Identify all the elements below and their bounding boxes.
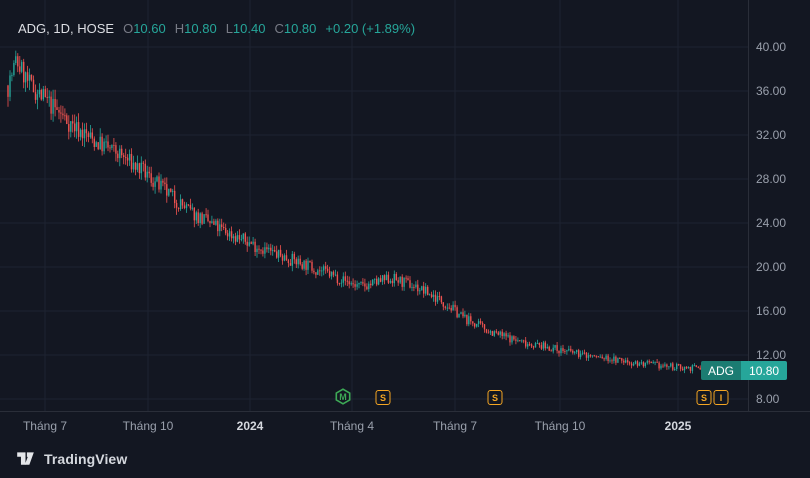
time-tick-2: 2024 bbox=[236, 419, 264, 433]
change-readout: +0.20 (+1.89%) bbox=[325, 21, 416, 36]
low-value: 10.40 bbox=[232, 21, 266, 36]
tradingview-logo-icon[interactable] bbox=[15, 448, 36, 469]
candle-wicks-down bbox=[7, 53, 709, 374]
close-value: 10.80 bbox=[283, 21, 317, 36]
candle-wicks-up bbox=[9, 50, 713, 374]
candle-bodies-down bbox=[7, 56, 709, 371]
hexagon-marker-icon bbox=[335, 388, 351, 405]
price-tick-28: 28.00 bbox=[756, 172, 787, 186]
tradingview-logo-text[interactable]: TradingView bbox=[44, 450, 128, 467]
high-value: 10.80 bbox=[184, 21, 217, 36]
time-tick-5: Tháng 10 bbox=[534, 419, 586, 433]
open-label: O bbox=[123, 21, 134, 36]
chart-legend: ADG, 1D, HOSE O 10.60 H 10.80 L 10.40 C 10.8… bbox=[18, 21, 415, 36]
time-tick-3: Tháng 4 bbox=[329, 419, 375, 433]
marker-letter: M bbox=[339, 391, 347, 402]
high-label: H bbox=[174, 21, 185, 36]
last-price-label: ADG 10.80 bbox=[701, 361, 788, 380]
time-tick-1: Tháng 10 bbox=[122, 419, 174, 433]
candle-bodies-up bbox=[9, 56, 713, 371]
price-tick-32: 32.00 bbox=[756, 128, 787, 142]
price-scale[interactable]: 40.00 36.00 32.00 28.00 24.00 20.00 16.00 12.00… bbox=[749, 0, 810, 411]
open-readout: O 10.60 bbox=[123, 21, 166, 36]
last-price-symbol: ADG bbox=[701, 361, 742, 380]
price-tick-20: 20.00 bbox=[756, 260, 787, 274]
event-marker-s-1[interactable]: S bbox=[375, 390, 391, 405]
low-label: L bbox=[225, 21, 233, 36]
high-readout: H 10.80 bbox=[175, 21, 217, 36]
event-marker-m-0[interactable]: M bbox=[335, 388, 352, 405]
event-marker-s-2[interactable]: S bbox=[487, 390, 503, 405]
price-tick-24: 24.00 bbox=[756, 216, 787, 230]
symbol-title[interactable]: ADG, 1D, HOSE bbox=[18, 21, 115, 36]
price-tick-16: 16.00 bbox=[756, 304, 787, 318]
time-tick-6: 2025 bbox=[664, 419, 692, 433]
open-value: 10.60 bbox=[133, 21, 166, 36]
close-label: C bbox=[274, 21, 284, 36]
event-marker-s-3[interactable]: S bbox=[696, 390, 712, 405]
time-scale[interactable]: Tháng 7 Tháng 10 2024 Tháng 4 Tháng 7 Tháng 1… bbox=[0, 412, 810, 444]
time-tick-0: Tháng 7 bbox=[22, 419, 68, 433]
low-readout: L 10.40 bbox=[226, 21, 266, 36]
price-tick-8: 8.00 bbox=[756, 392, 780, 406]
price-tick-12: 12.00 bbox=[756, 348, 787, 362]
close-readout: C 10.80 bbox=[274, 21, 316, 36]
footer-bar: TradingView bbox=[15, 448, 127, 469]
event-marker-i-4[interactable]: I bbox=[713, 390, 729, 405]
time-tick-4: Tháng 7 bbox=[432, 419, 478, 433]
price-tick-40: 40.00 bbox=[756, 40, 787, 54]
last-price-value: 10.80 bbox=[741, 361, 788, 380]
price-tick-36: 36.00 bbox=[756, 84, 787, 98]
